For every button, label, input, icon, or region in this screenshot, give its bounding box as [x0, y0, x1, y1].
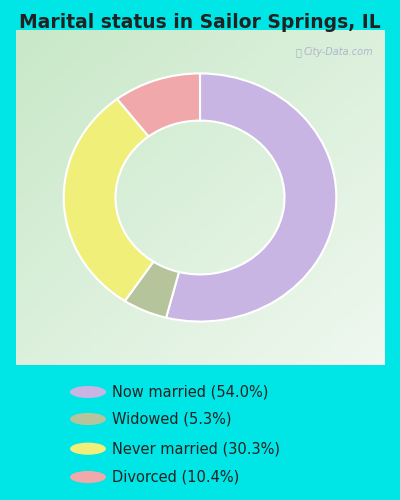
- Circle shape: [70, 386, 106, 398]
- Circle shape: [70, 471, 106, 483]
- Circle shape: [70, 442, 106, 455]
- Text: Never married (30.3%): Never married (30.3%): [112, 441, 280, 456]
- Text: Now married (54.0%): Now married (54.0%): [112, 384, 268, 400]
- Text: Marital status in Sailor Springs, IL: Marital status in Sailor Springs, IL: [19, 12, 381, 32]
- Text: Divorced (10.4%): Divorced (10.4%): [112, 470, 239, 484]
- Wedge shape: [125, 262, 179, 318]
- Wedge shape: [166, 74, 336, 322]
- Text: Widowed (5.3%): Widowed (5.3%): [112, 412, 232, 426]
- Circle shape: [70, 413, 106, 425]
- Text: City-Data.com: City-Data.com: [303, 46, 373, 56]
- Wedge shape: [64, 99, 153, 301]
- Wedge shape: [117, 74, 200, 136]
- Text: ⓘ: ⓘ: [296, 46, 302, 56]
